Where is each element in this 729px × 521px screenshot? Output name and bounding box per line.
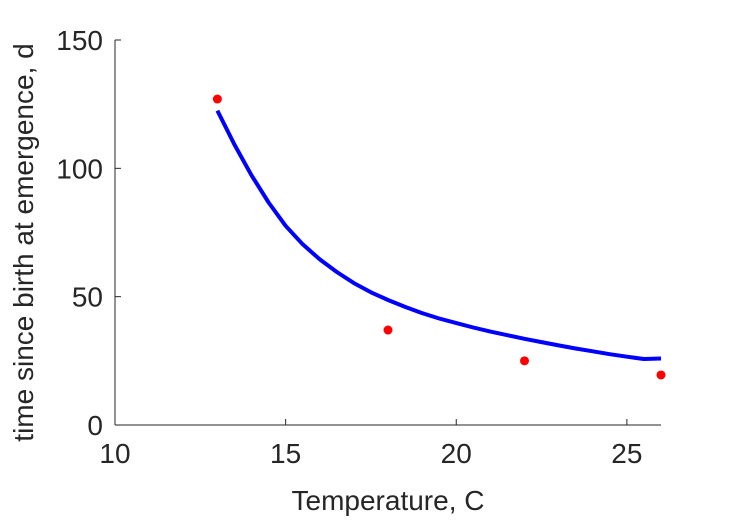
x-tick-label: 10 bbox=[99, 438, 130, 469]
y-tick-label: 50 bbox=[72, 282, 103, 313]
y-axis-label: time since birth at emergence, d bbox=[8, 43, 39, 441]
y-tick-label: 0 bbox=[87, 410, 103, 441]
y-tick-label: 100 bbox=[56, 153, 103, 184]
data-point bbox=[383, 325, 393, 335]
plot-area bbox=[212, 94, 666, 380]
x-tick-label: 15 bbox=[270, 438, 301, 469]
data-point bbox=[656, 370, 666, 380]
x-axis-label: Temperature, C bbox=[292, 485, 485, 516]
data-point bbox=[520, 356, 529, 366]
x-tick-label: 25 bbox=[611, 438, 642, 469]
fit-curve-line bbox=[215, 109, 662, 361]
data-point bbox=[212, 94, 222, 104]
x-tick-label: 20 bbox=[441, 438, 472, 469]
axes bbox=[114, 40, 661, 426]
x-ticks: 10 15 20 25 bbox=[99, 419, 642, 469]
y-tick-label: 150 bbox=[56, 25, 103, 56]
y-ticks: 0 50 100 150 bbox=[56, 25, 121, 441]
